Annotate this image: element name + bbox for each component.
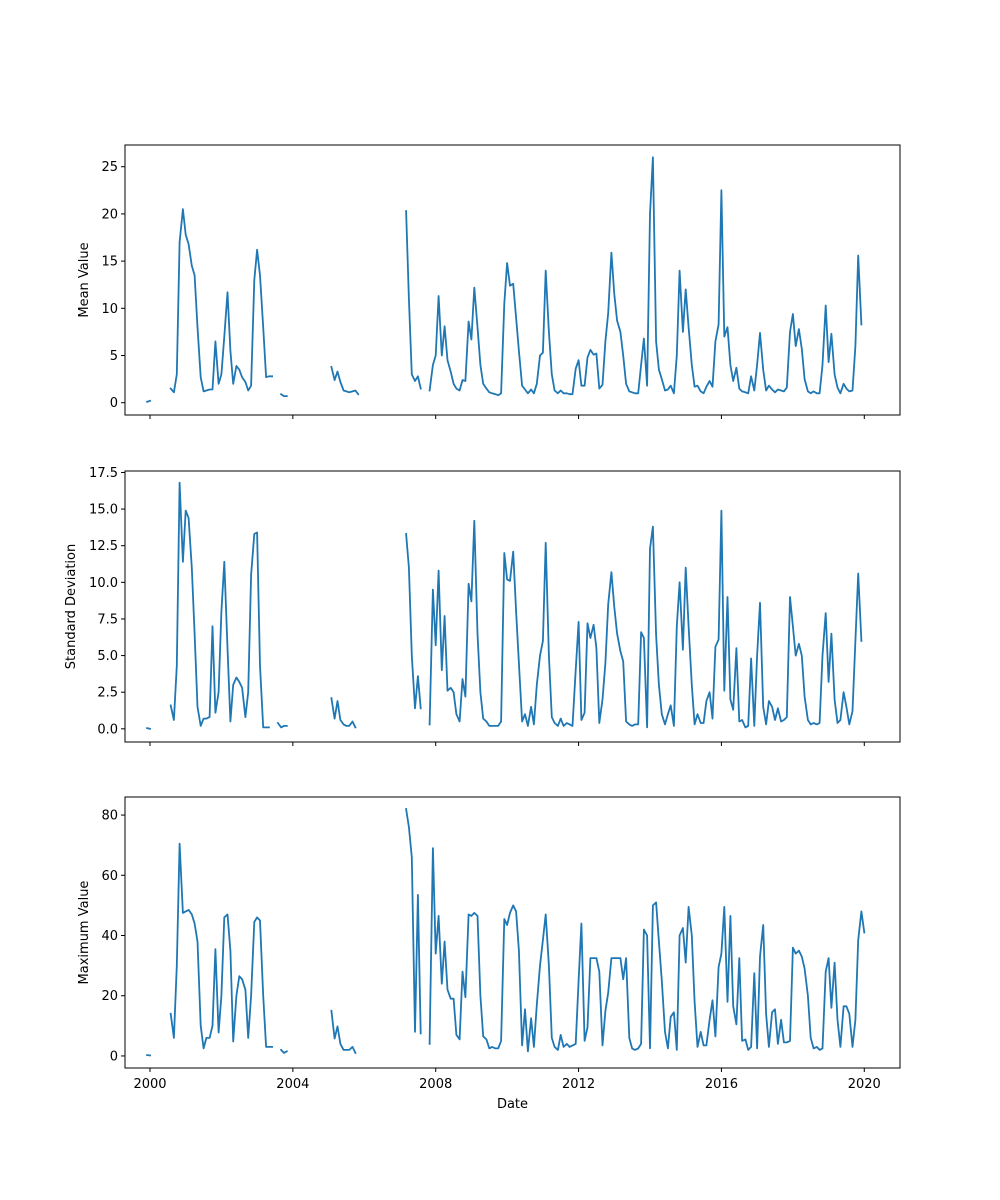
standard-deviation-line-segment-1 bbox=[169, 481, 270, 729]
maximum-value-line-segment-4 bbox=[405, 807, 422, 1035]
maximum-value-panel: 0 20 40 60 80 2000 2004 2008 2012 2016 2020 Maxim… bbox=[77, 796, 901, 1112]
standard-deviation-y-tick-label: 7.5 bbox=[97, 612, 118, 627]
mean-value-y-tick-label: 15 bbox=[101, 255, 118, 270]
maximum-value-line-segment-5 bbox=[428, 847, 866, 1053]
mean-value-y-tick-label: 20 bbox=[101, 207, 118, 222]
standard-deviation-y-tick-label: 10.0 bbox=[89, 576, 118, 591]
standard-deviation-line-segment-3 bbox=[330, 697, 357, 729]
standard-deviation-y-tick-label: 17.5 bbox=[89, 466, 118, 481]
mean-value-y-tick-label: 0 bbox=[110, 396, 118, 411]
maximum-value-y-tick-label: 20 bbox=[101, 989, 118, 1004]
maximum-value-series bbox=[146, 807, 866, 1057]
standard-deviation-y-axis-label: Standard Deviation bbox=[64, 544, 79, 669]
standard-deviation-series bbox=[146, 481, 863, 730]
standard-deviation-line-segment-5 bbox=[428, 509, 863, 729]
maximum-value-x-tick-label: 2004 bbox=[276, 1077, 309, 1092]
maximum-value-x-ticks: 2000 2004 2008 2012 2016 2020 bbox=[133, 1068, 881, 1092]
mean-value-y-tick-label: 25 bbox=[101, 160, 118, 175]
maximum-value-x-tick-label: 2016 bbox=[705, 1077, 738, 1092]
mean-value-x-ticks bbox=[149, 415, 865, 419]
maximum-value-y-tick-label: 60 bbox=[101, 869, 118, 884]
maximum-value-axes-frame bbox=[124, 796, 901, 1069]
mean-value-line-segment-5 bbox=[428, 156, 863, 397]
standard-deviation-y-tick-label: 15.0 bbox=[89, 503, 118, 518]
maximum-value-y-axis-label: Maximum Value bbox=[77, 881, 92, 985]
maximum-value-x-tick-label: 2000 bbox=[133, 1077, 166, 1092]
standard-deviation-y-tick-label: 0.0 bbox=[97, 722, 118, 737]
mean-value-panel: 0 5 10 15 20 25 Mean Value bbox=[77, 144, 901, 419]
mean-value-line-segment-0 bbox=[145, 399, 152, 403]
mean-value-series bbox=[145, 156, 863, 403]
maximum-value-y-ticks: 0 20 40 60 80 bbox=[101, 809, 125, 1064]
standard-deviation-line-segment-4 bbox=[405, 533, 422, 710]
standard-deviation-line-segment-2 bbox=[276, 721, 288, 729]
mean-value-y-tick-label: 10 bbox=[101, 302, 118, 317]
standard-deviation-panel: 0.0 2.5 5.0 7.5 10.0 12.5 15.0 17.5 Standard De… bbox=[64, 466, 901, 746]
mean-value-line-segment-3 bbox=[330, 365, 360, 396]
mean-value-axes-frame bbox=[124, 144, 901, 416]
standard-deviation-y-tick-label: 12.5 bbox=[89, 539, 118, 554]
maximum-value-y-tick-label: 40 bbox=[101, 929, 118, 944]
maximum-value-line-segment-3 bbox=[330, 1009, 357, 1055]
mean-value-y-tick-label: 5 bbox=[110, 349, 118, 364]
standard-deviation-y-ticks: 0.0 2.5 5.0 7.5 10.0 12.5 15.0 17.5 bbox=[89, 466, 125, 737]
maximum-value-x-tick-label: 2008 bbox=[419, 1077, 452, 1092]
maximum-value-x-tick-label: 2012 bbox=[562, 1077, 595, 1092]
standard-deviation-y-tick-label: 5.0 bbox=[97, 649, 118, 664]
maximum-value-line-segment-1 bbox=[169, 842, 274, 1050]
standard-deviation-y-tick-label: 2.5 bbox=[97, 686, 118, 701]
mean-value-line-segment-2 bbox=[279, 392, 288, 398]
standard-deviation-x-ticks bbox=[149, 742, 865, 746]
maximum-value-y-tick-label: 0 bbox=[110, 1049, 118, 1064]
maximum-value-x-tick-label: 2020 bbox=[848, 1077, 881, 1092]
standard-deviation-line-segment-0 bbox=[146, 727, 152, 730]
standard-deviation-axes-frame bbox=[124, 470, 901, 743]
mean-value-line-segment-1 bbox=[169, 208, 274, 394]
mean-value-line-segment-4 bbox=[405, 210, 422, 390]
mean-value-y-ticks: 0 5 10 15 20 25 bbox=[101, 160, 125, 411]
maximum-value-y-tick-label: 80 bbox=[101, 809, 118, 824]
date-x-axis-label: Date bbox=[497, 1097, 528, 1112]
maximum-value-line-segment-2 bbox=[279, 1048, 289, 1054]
mean-value-y-axis-label: Mean Value bbox=[77, 242, 92, 317]
